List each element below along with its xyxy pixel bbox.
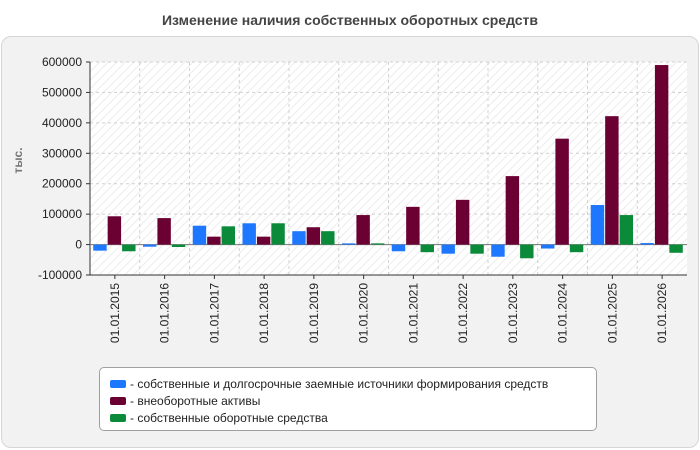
bar-working-capital (171, 244, 186, 248)
bar-noncurrent-assets (306, 227, 321, 245)
bar-sources (540, 244, 555, 249)
bar-noncurrent-assets (107, 216, 122, 245)
bar-noncurrent-assets (356, 215, 370, 245)
bar-working-capital (420, 244, 435, 253)
x-tick-label: 01.01.2016 (158, 283, 172, 343)
x-tick-label: 01.01.2021 (406, 283, 420, 343)
bar-noncurrent-assets (157, 218, 171, 245)
bar-sources (292, 231, 306, 245)
bar-sources (93, 244, 107, 251)
bar-sources (341, 243, 356, 245)
x-tick-label: 01.01.2022 (456, 283, 470, 343)
x-tick-label: 01.01.2018 (257, 283, 271, 343)
bar-working-capital (669, 244, 683, 253)
y-tick-label: 600000 (42, 55, 82, 69)
legend-item-sources: - собственные и долгосрочные заемные ист… (110, 375, 596, 392)
y-axis-label: тыс. (11, 147, 25, 173)
y-tick-label: 200000 (42, 177, 82, 191)
chart-title: Изменение наличия собственных оборотных … (161, 12, 539, 28)
bar-noncurrent-assets (505, 176, 520, 245)
bar-sources (391, 244, 406, 252)
bar-sources (242, 223, 256, 245)
bar-working-capital (470, 244, 484, 254)
y-tick-label: 300000 (42, 146, 82, 160)
legend-item-working-capital: - собственные оборотные средства (110, 409, 596, 426)
x-tick-label: 01.01.2024 (556, 283, 570, 343)
x-tick-label: 01.01.2017 (207, 283, 221, 343)
x-tick-label: 01.01.2025 (605, 283, 619, 343)
legend-item-noncurrent-assets: - внеоборотные активы (110, 392, 596, 409)
bar-working-capital (370, 243, 385, 245)
legend-label-noncurrent-assets: - внеоборотные активы (130, 393, 261, 408)
bar-noncurrent-assets (207, 236, 221, 245)
x-tick-label: 01.01.2020 (357, 283, 371, 343)
bar-sources (441, 244, 455, 254)
x-tick-label: 01.01.2015 (108, 283, 122, 343)
bar-working-capital (619, 215, 634, 245)
bar-working-capital (221, 226, 236, 245)
legend-swatch-working-capital (110, 413, 126, 422)
bar-noncurrent-assets (654, 65, 669, 245)
bar-working-capital (122, 244, 136, 252)
x-tick-label: 01.01.2019 (307, 283, 321, 343)
bar-sources (590, 205, 605, 245)
y-tick-label: 400000 (42, 116, 82, 130)
bar-sources (491, 244, 505, 257)
legend-swatch-noncurrent-assets (110, 396, 126, 405)
bar-noncurrent-assets (605, 116, 619, 245)
bar-working-capital (321, 231, 335, 245)
bar-noncurrent-assets (256, 236, 271, 245)
bar-working-capital (271, 223, 285, 245)
y-tick-label: 100000 (42, 207, 82, 221)
legend-label-sources: - собственные и долгосрочные заемные ист… (130, 376, 549, 391)
bar-working-capital (569, 244, 584, 253)
x-tick-label: 01.01.2023 (506, 283, 520, 343)
y-tick-label: 0 (75, 238, 82, 252)
chart-legend: - собственные и долгосрочные заемные ист… (99, 367, 597, 431)
bar-sources (192, 225, 207, 245)
legend-label-working-capital: - собственные оборотные средства (130, 410, 328, 425)
bar-noncurrent-assets (555, 138, 569, 245)
bar-noncurrent-assets (455, 199, 470, 245)
x-tick-label: 01.01.2026 (655, 283, 669, 343)
plot-area-hatch (90, 62, 687, 275)
bar-sources (640, 243, 654, 245)
y-tick-label: 500000 (42, 85, 82, 99)
legend-swatch-sources (110, 379, 126, 388)
bar-noncurrent-assets (406, 206, 420, 245)
bar-sources (142, 244, 157, 247)
y-tick-label: -100000 (38, 268, 82, 282)
bar-working-capital (520, 244, 534, 259)
